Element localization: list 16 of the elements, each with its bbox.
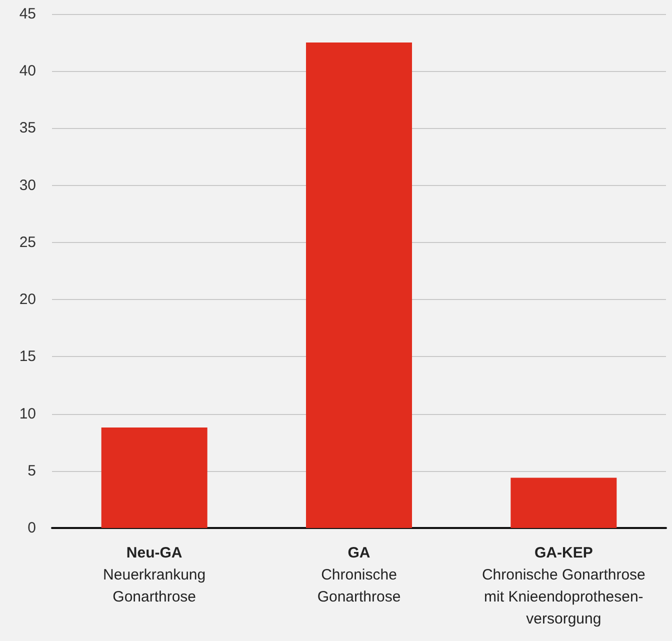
y-tick-label: 30 (19, 176, 36, 194)
x-tick-label: GA Chronische Gonarthrose (317, 544, 401, 606)
y-tick-label: 15 (19, 348, 36, 366)
y-tick-label: 0 (28, 520, 36, 536)
y-tick-label: 25 (19, 234, 36, 251)
x-tick-label: Neu-GA Neuerkrankung Gonarthrose (103, 544, 206, 606)
y-tick-label: 35 (19, 120, 36, 137)
y-tick-label: 5 (28, 462, 36, 480)
bar (510, 478, 617, 528)
y-tick-label: 10 (19, 405, 36, 422)
y-tick-label: 20 (19, 291, 36, 308)
y-tick-label: 40 (19, 62, 36, 80)
bar (101, 427, 208, 528)
bar (306, 42, 412, 528)
y-tick-label: 45 (19, 6, 36, 22)
x-tick-label: GA-KEP Chronische Gonarthrose mit Knieendoprothesen- versorgung (482, 544, 646, 628)
